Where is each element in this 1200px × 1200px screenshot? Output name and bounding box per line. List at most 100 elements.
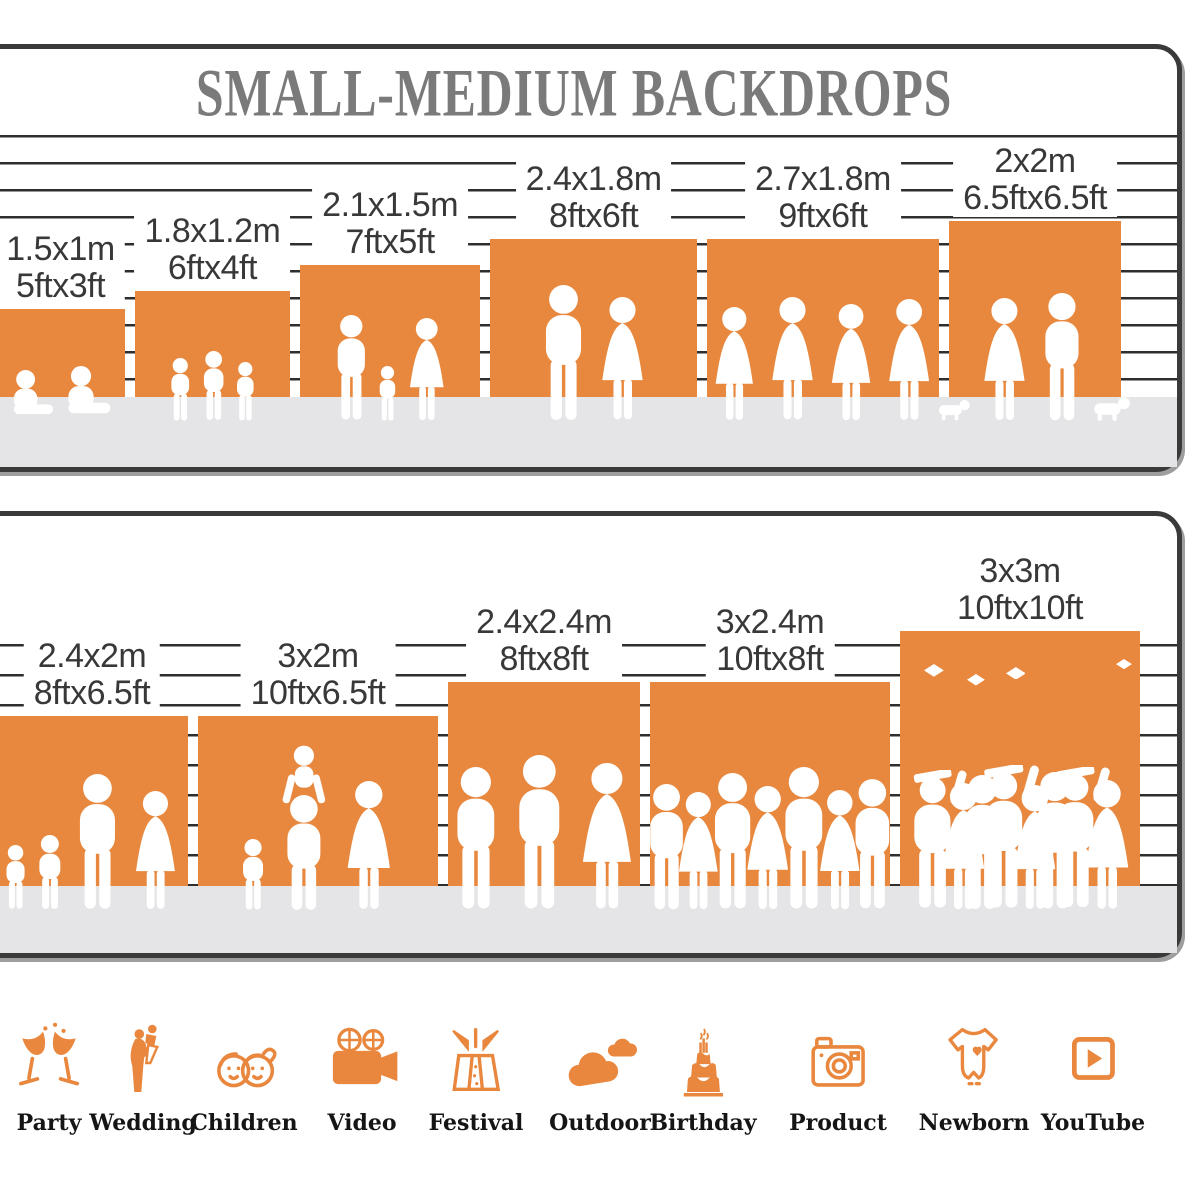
backdrop-box-3x2.4m <box>650 682 890 909</box>
newborn-icon <box>919 1008 1030 1100</box>
sitchild-silhouette <box>14 370 54 415</box>
man-silhouette <box>546 284 582 420</box>
size-label-3x2.4m: 3x2.4m 10ftx8ft <box>705 604 835 678</box>
silhouette-group-adults-standing <box>448 755 640 910</box>
category-label: Video <box>327 1110 397 1136</box>
category-label: Product <box>789 1110 887 1136</box>
woman-silhouette <box>772 297 813 420</box>
children-icon <box>190 1008 297 1100</box>
child-silhouette <box>39 835 61 910</box>
woman-silhouette <box>819 789 860 909</box>
child-silhouette <box>237 361 254 421</box>
silhouette-group-couple-with-dogs <box>938 292 1130 422</box>
size-feet: 10ftx8ft <box>705 641 835 678</box>
size-meters: 3x2m <box>240 638 396 675</box>
child-silhouette <box>6 845 25 910</box>
size-meters: 1.8x1.2m <box>134 213 291 251</box>
size-meters: 2.4x2m <box>23 638 161 675</box>
backdrop-box-2x2m <box>938 221 1130 421</box>
category-label: Wedding <box>89 1110 197 1136</box>
woman-silhouette <box>678 791 718 909</box>
silhouette-group-graduation-celebration <box>900 764 1140 910</box>
size-label-3x2m: 3x2m 10ftx6.5ft <box>240 638 396 712</box>
size-meters: 2.1x1.5m <box>312 187 469 224</box>
size-label-2.1x1.5m: 2.1x1.5m 7ftx5ft <box>312 187 469 261</box>
silhouette-group-children-reading <box>0 366 125 421</box>
man-silhouette <box>518 755 559 909</box>
backdrop-box-2.4x2.4m <box>448 682 640 909</box>
size-feet: 7ftx5ft <box>312 224 469 261</box>
grad-silhouette <box>984 764 1039 908</box>
child-silhouette <box>171 357 190 421</box>
man-silhouette <box>855 779 890 909</box>
man-silhouette <box>714 773 750 909</box>
silhouette-group-family-standing <box>0 774 188 910</box>
child-silhouette <box>203 351 224 421</box>
silhouette-group-dancing-group <box>707 297 939 421</box>
large-backdrops-panel: 2.4x2m 8ftx6.5ft 3x2m 10ftx6.5ft 2.4x2.4m 8ft… <box>0 511 1182 958</box>
size-meters: 2x2m <box>953 143 1117 180</box>
category-party: Party <box>10 1008 88 1136</box>
product-icon <box>789 1008 887 1100</box>
cap-silhouette <box>924 664 944 677</box>
backdrop-box-1.8x1.2m <box>135 291 290 421</box>
category-label: Birthday <box>649 1110 757 1136</box>
size-label-1.5x1m: 1.5x1m 5ftx3ft <box>0 231 125 305</box>
dog-silhouette <box>938 400 970 421</box>
size-meters: 3x2.4m <box>705 604 835 641</box>
size-feet: 6.5ftx6.5ft <box>953 180 1117 217</box>
backdrop-scene-small-medium: 1.5x1m 5ftx3ft 1.8x1.2m 6ftx4ft 2.1x1.5m 7ftx… <box>0 49 1177 467</box>
party-icon <box>10 1008 88 1100</box>
panel-title: SMALL-MEDIUM BACKDROPS <box>195 54 953 131</box>
woman-silhouette <box>831 303 871 420</box>
category-row: Party Wedding Children Video Festival Outdoor… <box>0 1008 1200 1158</box>
size-label-3x3m: 3x3m 10ftx10ft <box>947 553 1093 627</box>
dog-silhouette <box>1094 396 1130 421</box>
size-feet: 8ftx8ft <box>466 641 622 678</box>
man-silhouette <box>337 315 365 420</box>
woman-silhouette <box>583 763 632 909</box>
man-silhouette <box>457 767 495 909</box>
woman-silhouette <box>347 780 391 909</box>
woman-silhouette <box>889 299 930 420</box>
size-feet: 5ftx3ft <box>0 268 125 305</box>
woman-silhouette <box>984 297 1025 420</box>
size-meters: 3x3m <box>947 553 1093 590</box>
backdrop-scene-large: 2.4x2m 8ftx6.5ft 3x2m 10ftx6.5ft 2.4x2.4m 8ft… <box>0 516 1177 953</box>
size-feet: 8ftx6ft <box>515 197 672 235</box>
woman-silhouette <box>410 318 444 420</box>
woman-silhouette <box>1085 779 1129 909</box>
category-birthday: Birthday <box>649 1008 757 1136</box>
backdrop-box-1.5x1m <box>0 309 125 415</box>
size-meters: 2.7x1.8m <box>744 160 901 198</box>
youtube-icon <box>1041 1008 1145 1100</box>
backdrop-box-3x2m <box>198 716 438 910</box>
size-meters: 1.5x1m <box>0 231 125 268</box>
video-icon <box>322 1008 402 1100</box>
cap-silhouette <box>1005 666 1026 680</box>
size-feet: 8ftx6.5ft <box>23 675 161 712</box>
category-label: Festival <box>428 1110 524 1136</box>
size-label-2.7x1.8m: 2.7x1.8m 9ftx6ft <box>744 160 901 235</box>
woman-silhouette <box>135 791 175 909</box>
size-feet: 6ftx4ft <box>134 250 291 288</box>
small-medium-backdrops-panel: SMALL-MEDIUM BACKDROPS 1.5x1m 5ftx3ft 1.8x… <box>0 44 1182 472</box>
category-product: Product <box>789 1008 887 1136</box>
backdrop-box-2.4x2m <box>0 716 188 910</box>
size-label-2.4x1.8m: 2.4x1.8m 8ftx6ft <box>515 160 672 235</box>
category-video: Video <box>322 1008 402 1136</box>
child-silhouette <box>243 838 264 910</box>
size-label-2.4x2.4m: 2.4x2.4m 8ftx8ft <box>466 604 622 678</box>
silhouette-group-family-walking <box>300 315 481 421</box>
size-feet: 10ftx10ft <box>947 590 1093 627</box>
festival-icon <box>429 1008 524 1100</box>
birthday-icon <box>649 1008 756 1100</box>
category-label: Party <box>16 1110 82 1136</box>
lift-silhouette <box>282 745 326 910</box>
size-label-1.8x1.2m: 1.8x1.2m 6ftx4ft <box>134 213 291 288</box>
size-feet: 10ftx6.5ft <box>240 675 396 712</box>
silhouette-group-group-standing <box>650 767 890 910</box>
woman-silhouette <box>602 297 643 420</box>
wedding-icon <box>89 1008 196 1100</box>
backdrop-box-3x3m <box>900 631 1140 909</box>
